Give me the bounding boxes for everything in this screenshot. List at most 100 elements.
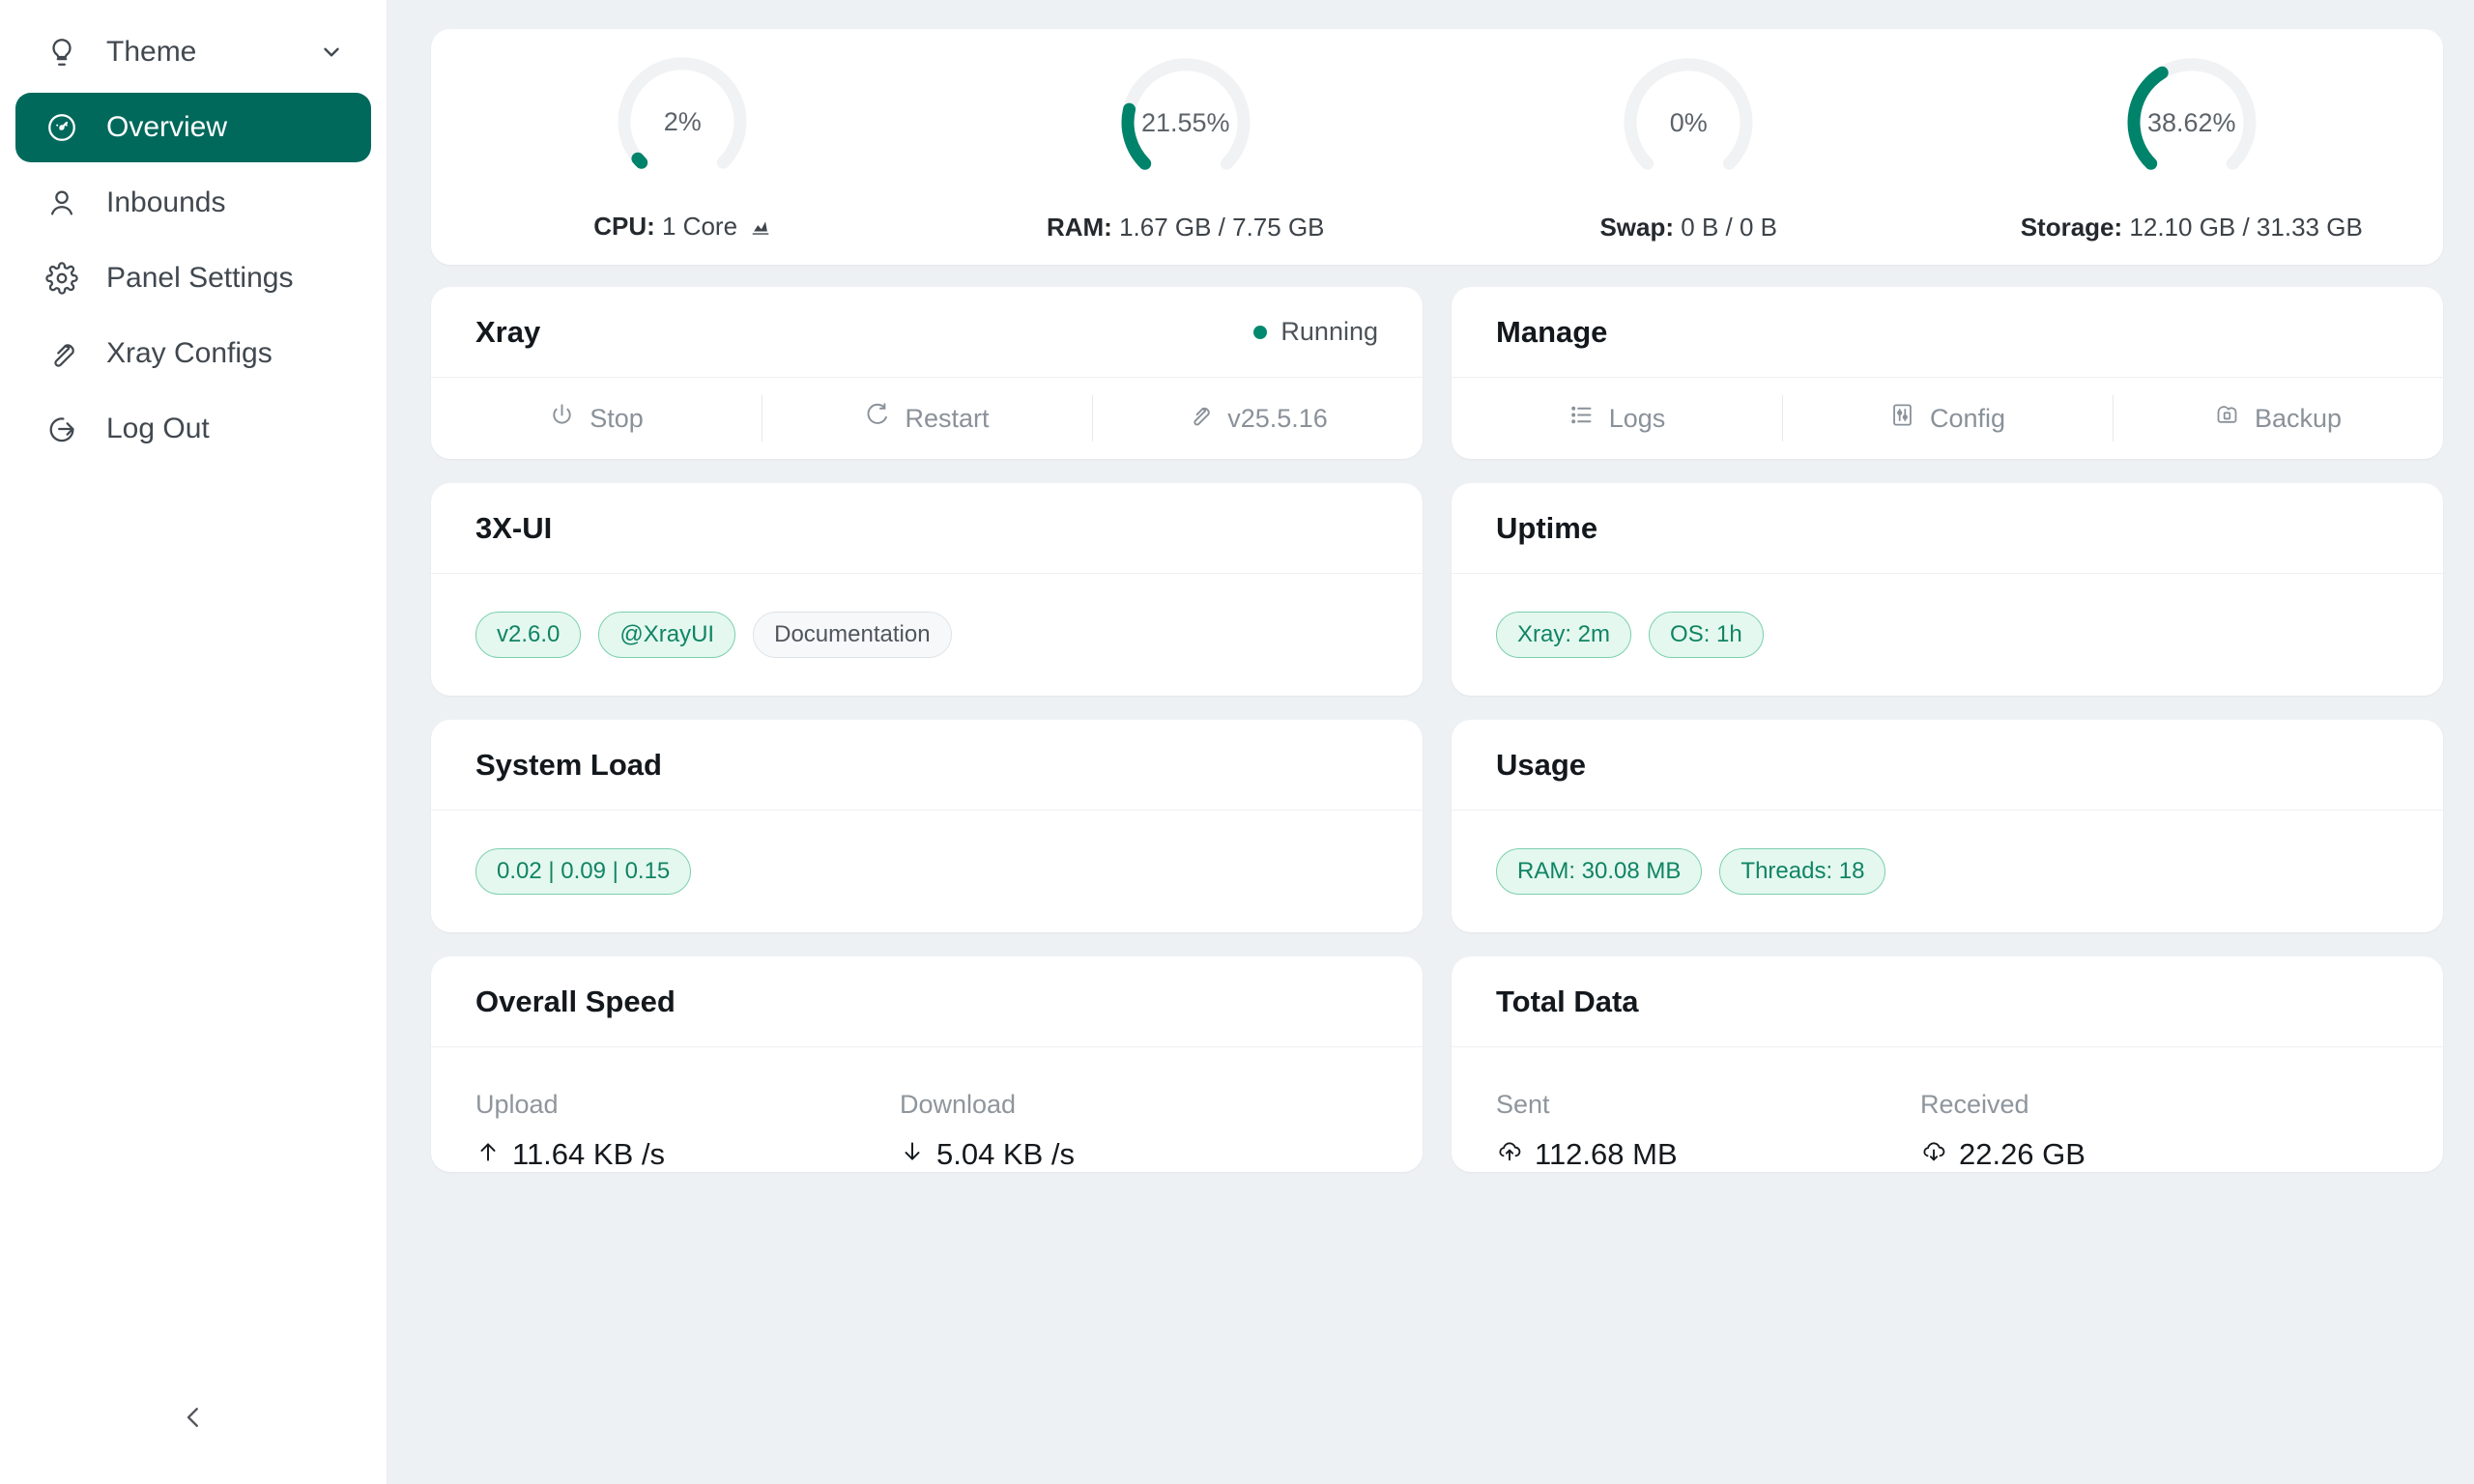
- gauge-percent: 2%: [663, 106, 702, 136]
- chevron-down-icon[interactable]: [319, 40, 344, 65]
- chart-icon[interactable]: [750, 214, 771, 243]
- os-uptime-badge[interactable]: OS: 1h: [1649, 612, 1764, 658]
- gauge-label-value: 1 Core: [662, 212, 738, 241]
- gauge-label: RAM: 1.67 GB / 7.75 GB: [1047, 213, 1325, 243]
- received-value: 22.26 GB: [1958, 1137, 2086, 1171]
- sent-value: 112.68 MB: [1535, 1137, 1678, 1171]
- arrow-down-icon: [900, 1137, 925, 1172]
- stop-button[interactable]: Stop: [431, 378, 762, 459]
- gauge-cpu: 2% CPU: 1 Core: [431, 50, 935, 243]
- wrench-icon: [1187, 402, 1213, 435]
- usage-ram-badge[interactable]: RAM: 30.08 MB: [1496, 848, 1703, 895]
- sidebar-item-label: Theme: [106, 36, 197, 68]
- sidebar-item-xray-configs[interactable]: Xray Configs: [15, 319, 371, 388]
- sidebar-item-label: Panel Settings: [106, 262, 294, 294]
- stop-label: Stop: [590, 403, 644, 433]
- download-value: 5.04 KB /s: [935, 1137, 1075, 1171]
- usage-threads-badge[interactable]: Threads: 18: [1719, 848, 1886, 895]
- config-label: Config: [1929, 403, 2006, 433]
- cloud-upload-icon: [1496, 1137, 1523, 1172]
- usage-card: Usage RAM: 30.08 MB Threads: 18: [1452, 720, 2443, 932]
- sliders-icon: [1889, 402, 1915, 435]
- sidebar-item-log-out[interactable]: Log Out: [15, 394, 371, 464]
- manage-card: Manage Logs Config: [1452, 287, 2443, 459]
- backup-icon: [2214, 402, 2240, 435]
- card-title-text: 3X-UI: [475, 510, 553, 545]
- status-label: Running: [1280, 317, 1378, 346]
- sidebar-item-label: Inbounds: [106, 186, 226, 218]
- gauge-label-value: 12.10 GB / 31.33 GB: [2129, 213, 2363, 242]
- gauge-ring: 21.55%: [1114, 51, 1257, 194]
- xray-version-button[interactable]: v25.5.16: [1092, 378, 1423, 459]
- status-badge: Running: [1253, 317, 1378, 347]
- sidebar-item-label: Xray Configs: [106, 337, 273, 369]
- cards-grid: Xray Running Stop: [431, 287, 2443, 1172]
- sidebar-collapse-button[interactable]: [0, 1395, 387, 1443]
- sidebar-item-label: Log Out: [106, 413, 210, 444]
- gauge-label-prefix: Storage:: [2020, 213, 2123, 242]
- gauge-ring: 2%: [611, 50, 754, 193]
- sidebar-item-inbounds[interactable]: Inbounds: [15, 168, 371, 238]
- logs-label: Logs: [1608, 403, 1666, 433]
- received-stat: Received 22.26 GB: [1920, 1090, 2345, 1172]
- documentation-badge[interactable]: Documentation: [753, 612, 952, 658]
- system-load-card-title: System Load: [431, 720, 1423, 811]
- sidebar: Theme Overview Inbounds: [0, 0, 388, 1484]
- sidebar-item-label: Overview: [106, 111, 228, 143]
- upload-value: 11.64 KB /s: [512, 1137, 665, 1171]
- xray-card: Xray Running Stop: [431, 287, 1423, 459]
- gauge-percent: 38.62%: [2146, 107, 2236, 137]
- usage-card-title: Usage: [1452, 720, 2443, 811]
- gauge-label-prefix: CPU:: [593, 212, 655, 241]
- threexui-card: 3X-UI v2.6.0 @XrayUI Documentation: [431, 483, 1423, 696]
- telegram-badge[interactable]: @XrayUI: [598, 612, 736, 658]
- uptime-card: Uptime Xray: 2m OS: 1h: [1452, 483, 2443, 696]
- gauge-swap: 0% Swap: 0 B / 0 B: [1437, 51, 1941, 243]
- load-average-badge[interactable]: 0.02 | 0.09 | 0.15: [475, 848, 692, 895]
- xray-uptime-badge[interactable]: Xray: 2m: [1496, 612, 1632, 658]
- manage-card-title: Manage: [1452, 287, 2443, 378]
- backup-button[interactable]: Backup: [2113, 378, 2443, 459]
- gauge-percent: 21.55%: [1140, 107, 1230, 137]
- card-title-text: Uptime: [1496, 510, 1598, 545]
- backup-label: Backup: [2254, 403, 2343, 433]
- refresh-icon: [864, 402, 890, 435]
- gear-icon: [43, 259, 81, 298]
- system-load-badges: 0.02 | 0.09 | 0.15: [431, 811, 1423, 932]
- upload-value-row: 11.64 KB /s: [475, 1137, 900, 1172]
- sidebar-item-panel-settings[interactable]: Panel Settings: [15, 243, 371, 313]
- user-icon: [43, 184, 81, 222]
- config-button[interactable]: Config: [1782, 378, 2113, 459]
- overall-speed-card-title: Overall Speed: [431, 956, 1423, 1047]
- restart-button[interactable]: Restart: [762, 378, 1092, 459]
- gauge-label-value: 1.67 GB / 7.75 GB: [1119, 213, 1325, 242]
- logs-button[interactable]: Logs: [1452, 378, 1782, 459]
- card-title-text: Usage: [1496, 747, 1587, 782]
- version-badge[interactable]: v2.6.0: [475, 612, 582, 658]
- gauge-percent: 0%: [1669, 107, 1708, 137]
- uptime-badges: Xray: 2m OS: 1h: [1452, 574, 2443, 696]
- upload-stat: Upload 11.64 KB /s: [475, 1090, 900, 1172]
- arrow-up-icon: [475, 1137, 501, 1172]
- system-load-card: System Load 0.02 | 0.09 | 0.15: [431, 720, 1423, 932]
- card-title-text: System Load: [475, 747, 662, 782]
- wrench-icon: [43, 334, 81, 373]
- total-data-card: Total Data Sent 112.68 MB Received: [1452, 956, 2443, 1172]
- gauge-label-value: 0 B / 0 B: [1681, 213, 1778, 242]
- sidebar-item-theme[interactable]: Theme: [15, 17, 371, 87]
- power-icon: [549, 402, 575, 435]
- sent-value-row: 112.68 MB: [1496, 1137, 1920, 1172]
- system-gauges-panel: 2% CPU: 1 Core 21.55%: [431, 29, 2443, 265]
- card-title-text: Overall Speed: [475, 984, 676, 1018]
- gauge-ring: 0%: [1617, 51, 1760, 194]
- sent-stat: Sent 112.68 MB: [1496, 1090, 1920, 1172]
- card-title-text: Manage: [1496, 314, 1608, 349]
- sidebar-item-overview[interactable]: Overview: [15, 93, 371, 162]
- download-stat: Download 5.04 KB /s: [900, 1090, 1324, 1172]
- xray-actions: Stop Restart v25.5.16: [431, 378, 1423, 459]
- bulb-icon: [43, 33, 81, 71]
- received-label: Received: [1919, 1090, 2029, 1119]
- download-value-row: 5.04 KB /s: [900, 1137, 1324, 1172]
- upload-label: Upload: [475, 1090, 559, 1119]
